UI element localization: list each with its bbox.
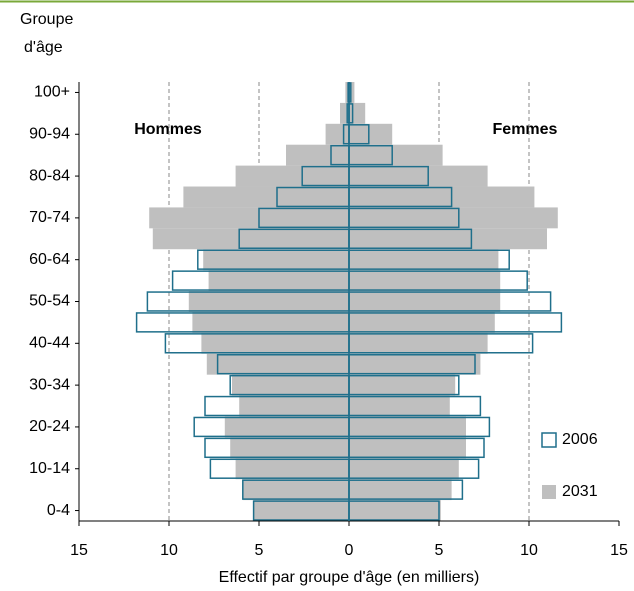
bar — [242, 479, 349, 501]
bar — [349, 123, 393, 145]
bar — [345, 82, 349, 103]
bar — [349, 228, 547, 250]
bar — [235, 165, 349, 187]
bar — [349, 437, 466, 459]
y-tick-label: 40-44 — [29, 335, 70, 352]
bar — [349, 249, 499, 271]
x-tick-label: 10 — [520, 542, 538, 559]
x-tick-label: 5 — [255, 542, 264, 559]
legend-swatch — [541, 432, 557, 448]
bar — [349, 416, 466, 438]
x-tick-label: 0 — [345, 542, 354, 559]
bar — [349, 500, 441, 521]
bar — [349, 395, 450, 417]
bar — [224, 416, 349, 438]
side-label: Femmes — [493, 121, 558, 138]
y-tick-label: 20-24 — [29, 418, 70, 435]
y-tick-label: 10-14 — [29, 460, 70, 477]
bar — [349, 311, 495, 333]
y-tick-label: 90-94 — [29, 125, 70, 142]
bar — [349, 144, 443, 166]
legend-label: 2031 — [562, 483, 598, 500]
bar — [349, 458, 459, 480]
x-axis-label: Effectif par groupe d'âge (en milliers) — [219, 569, 480, 586]
bar — [349, 270, 501, 292]
bar — [149, 207, 349, 229]
y-tick-label: 30-34 — [29, 376, 70, 393]
bar — [201, 332, 349, 354]
bar — [253, 500, 349, 521]
bar — [286, 144, 349, 166]
bar — [152, 228, 349, 250]
y-tick-label: 60-64 — [29, 251, 70, 268]
bar — [239, 395, 349, 417]
legend-label: 2006 — [562, 431, 598, 448]
bar — [232, 374, 349, 396]
bar — [349, 291, 501, 312]
y-tick-label: 80-84 — [29, 167, 70, 184]
bar — [235, 458, 349, 480]
bar — [349, 479, 452, 501]
bar — [208, 270, 349, 292]
bar — [349, 353, 481, 375]
x-tick-label: 5 — [435, 542, 444, 559]
bar — [206, 353, 349, 375]
legend-swatch — [542, 485, 556, 499]
bar — [325, 123, 349, 145]
bar — [183, 186, 349, 208]
y-tick-label: 100+ — [34, 84, 70, 101]
y-axis-title: Groupe — [20, 11, 73, 28]
bar — [349, 165, 488, 187]
bar — [349, 207, 558, 229]
bar — [349, 374, 456, 396]
bar — [349, 102, 366, 124]
bar — [188, 291, 349, 312]
x-tick-label: 10 — [160, 542, 178, 559]
y-axis-title: d'âge — [24, 39, 63, 56]
bar — [203, 249, 349, 271]
bar — [192, 311, 349, 333]
bar — [230, 437, 349, 459]
bar — [340, 102, 349, 124]
x-tick-label: 15 — [610, 542, 628, 559]
y-tick-label: 0-4 — [47, 502, 70, 519]
bar — [349, 332, 488, 354]
bar — [349, 82, 355, 103]
side-label: Hommes — [134, 121, 202, 138]
bar — [349, 186, 535, 208]
x-tick-label: 15 — [70, 542, 88, 559]
y-tick-label: 50-54 — [29, 293, 70, 310]
y-tick-label: 70-74 — [29, 209, 70, 226]
